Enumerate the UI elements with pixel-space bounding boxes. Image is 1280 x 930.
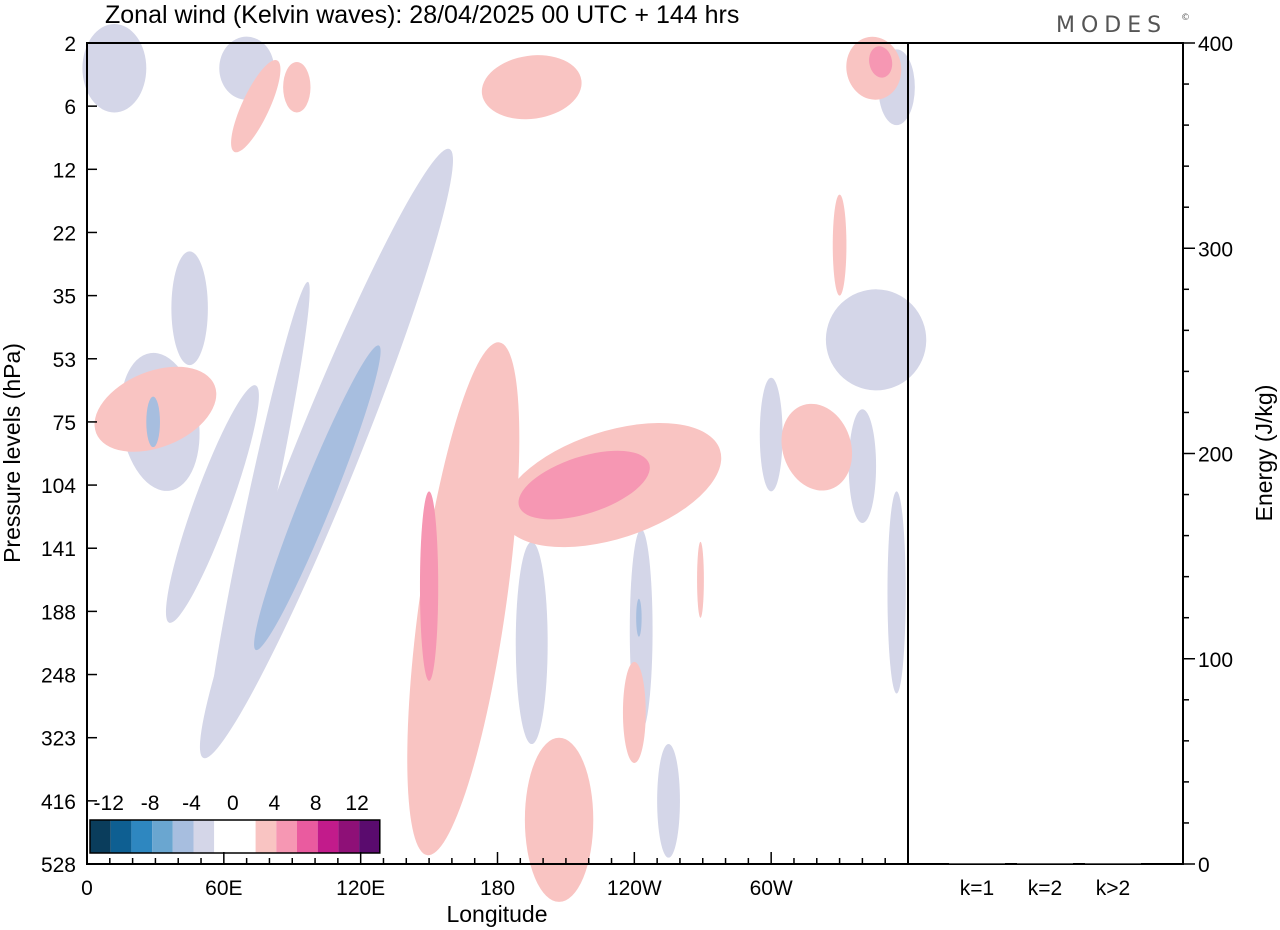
contour-region — [407, 342, 520, 856]
y-tick-label: 188 — [41, 601, 76, 624]
contour-region — [518, 450, 650, 520]
contour-region — [781, 403, 853, 491]
colorbar-swatch — [131, 820, 153, 853]
contour-region — [848, 409, 877, 523]
y-tick-label: 248 — [41, 665, 76, 688]
y-tick-label: 75 — [53, 412, 76, 435]
energy-tick-label: 100 — [1198, 649, 1233, 672]
x-axis: 0 60E 120E 180 120W 60W — [81, 852, 909, 900]
contour-region — [697, 541, 704, 618]
colorbar-swatch — [255, 820, 277, 853]
contour-region — [283, 61, 311, 113]
contour-region — [832, 194, 847, 296]
energy-category-label: k=1 — [960, 877, 994, 900]
contour-region — [419, 491, 439, 681]
contour-region — [524, 737, 594, 902]
contour-region — [869, 46, 893, 78]
colorbar-swatch — [359, 820, 380, 853]
contour-region — [481, 55, 582, 120]
colorbar-label: -12 — [94, 792, 124, 815]
colorbar-swatch — [297, 820, 318, 853]
energy-category-label: k=2 — [1028, 877, 1062, 900]
x-tick-label: 120W — [607, 877, 662, 900]
y-axis-label: Pressure levels (hPa) — [0, 343, 25, 563]
contour-region — [636, 598, 642, 637]
colorbar-frame — [89, 819, 381, 854]
energy-tick-label: 200 — [1198, 444, 1233, 467]
colorbar-label: -8 — [141, 792, 160, 815]
colorbar-label: 0 — [227, 792, 239, 815]
contour-region — [82, 24, 147, 113]
colorbar-swatch — [110, 820, 132, 853]
contour-region — [622, 661, 646, 763]
contour-region — [165, 385, 259, 623]
contour-region — [231, 60, 281, 153]
y-tick-label: 35 — [53, 286, 76, 309]
y-tick-label: 323 — [41, 728, 76, 751]
brand-logo: MODES © — [1056, 13, 1190, 38]
y-tick-label: 12 — [53, 159, 76, 182]
x-tick-label: 0 — [81, 877, 93, 900]
x-axis-label: Longitude — [446, 901, 547, 927]
contour-region — [759, 377, 783, 492]
contour-region — [825, 289, 927, 391]
colorbar-swatch — [172, 820, 194, 853]
colorbar-swatch — [338, 820, 360, 853]
chart-title: Zonal wind (Kelvin waves): 28/04/2025 00… — [105, 1, 739, 29]
contour-region — [515, 541, 548, 745]
contour-region — [171, 251, 208, 366]
colorbar-swatch — [193, 820, 215, 853]
energy-panel-frame — [907, 42, 1184, 865]
colorbar-label: -4 — [182, 792, 201, 815]
brand-name: MODES — [1056, 13, 1167, 38]
energy-tick-label: 400 — [1198, 33, 1233, 56]
energy-tick-label: 0 — [1198, 854, 1210, 877]
colorbar-label: 4 — [268, 792, 280, 815]
energy-bar — [949, 863, 1005, 864]
x-tick-label: 60E — [205, 877, 242, 900]
contour-region — [657, 744, 680, 858]
y-tick-label: 22 — [53, 222, 76, 245]
x-tick-label: 120E — [336, 877, 385, 900]
colorbar-swatch — [152, 820, 173, 853]
contour-field — [82, 24, 927, 902]
contour-region — [206, 281, 310, 752]
energy-axis: 0 100 200 300 400 k=1 k=2 k>2 — [949, 33, 1233, 900]
y-tick-label: 53 — [53, 349, 76, 372]
colorbar-swatch — [276, 820, 297, 853]
energy-bar — [1085, 863, 1141, 864]
x-tick-label: 60W — [750, 877, 793, 900]
x-tick-label: 180 — [480, 877, 515, 900]
energy-bar — [1017, 863, 1073, 864]
colorbar-swatch — [214, 820, 235, 853]
colorbar-label: 8 — [310, 792, 322, 815]
energy-axis-label: Energy (J/kg) — [1251, 385, 1277, 522]
contour-region — [254, 345, 381, 651]
y-tick-label: 104 — [41, 475, 76, 498]
y-tick-label: 416 — [41, 791, 76, 814]
colorbar-swatch — [317, 820, 339, 853]
colorbar-label: 12 — [345, 792, 368, 815]
y-tick-label: 2 — [64, 33, 76, 56]
energy-category-label: k>2 — [1096, 877, 1130, 900]
colorbar: -12 -8 -4 0 4 8 12 — [89, 792, 381, 854]
brand-mark: © — [1181, 13, 1190, 23]
y-tick-label: 6 — [64, 96, 76, 119]
y-axis: 2 6 12 22 35 53 75 104 141 188 248 323 416 528 — [41, 33, 97, 877]
colorbar-swatch — [90, 820, 111, 853]
y-tick-label: 528 — [41, 854, 76, 877]
energy-tick-label: 300 — [1198, 238, 1233, 261]
contour-region — [887, 491, 906, 694]
contour-region — [146, 396, 160, 448]
y-tick-label: 141 — [41, 538, 76, 561]
colorbar-swatch — [234, 820, 256, 853]
